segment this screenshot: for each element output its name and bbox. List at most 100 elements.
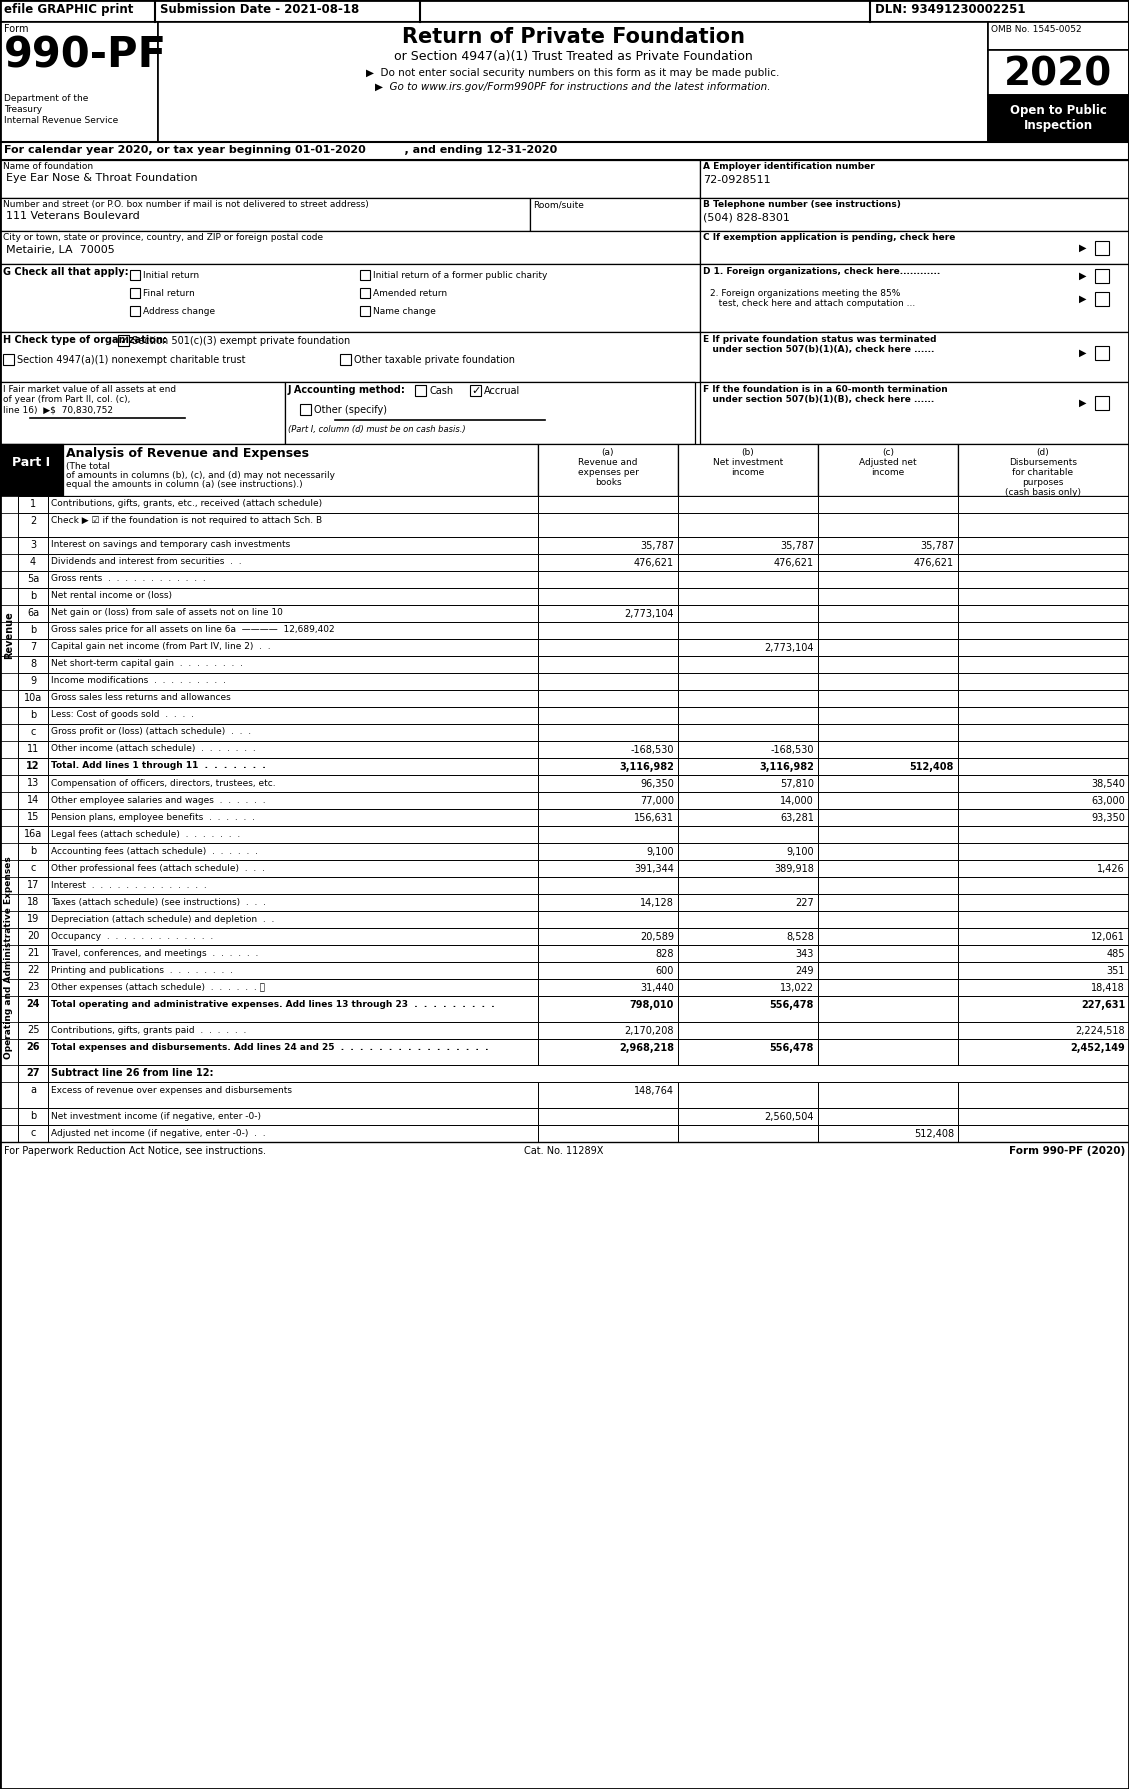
Bar xyxy=(49,725,539,741)
Bar xyxy=(18,707,49,725)
Bar xyxy=(679,537,819,555)
Bar xyxy=(49,496,539,513)
Text: (504) 828-8301: (504) 828-8301 xyxy=(703,213,790,222)
Bar xyxy=(539,555,679,571)
Text: Contributions, gifts, grants paid  .  .  .  .  .  .: Contributions, gifts, grants paid . . . … xyxy=(51,1027,246,1036)
Text: Depreciation (attach schedule) and depletion  .  .: Depreciation (attach schedule) and deple… xyxy=(51,914,274,923)
Text: Occupancy  .  .  .  .  .  .  .  .  .  .  .  .  .: Occupancy . . . . . . . . . . . . . xyxy=(51,932,213,941)
Text: 13,022: 13,022 xyxy=(780,982,814,993)
Text: Net investment income (if negative, enter -0-): Net investment income (if negative, ente… xyxy=(51,1113,261,1122)
Text: -168,530: -168,530 xyxy=(770,744,814,755)
Bar xyxy=(959,537,1129,555)
Bar xyxy=(819,877,959,894)
Text: ▶: ▶ xyxy=(1079,270,1086,281)
Bar xyxy=(959,775,1129,793)
Bar xyxy=(18,945,49,962)
Bar xyxy=(49,809,539,827)
Bar xyxy=(49,639,539,657)
Bar xyxy=(819,513,959,537)
Text: Legal fees (attach schedule)  .  .  .  .  .  .  .: Legal fees (attach schedule) . . . . . .… xyxy=(51,830,240,839)
Bar xyxy=(959,1107,1129,1125)
Bar xyxy=(0,231,700,265)
Bar xyxy=(679,605,819,623)
Text: c: c xyxy=(30,726,36,737)
Bar xyxy=(0,159,700,199)
Text: G Check all that apply:: G Check all that apply: xyxy=(3,267,129,277)
Text: Check ▶ ☑ if the foundation is not required to attach Sch. B: Check ▶ ☑ if the foundation is not requi… xyxy=(51,515,322,524)
Bar xyxy=(415,385,426,395)
Bar xyxy=(49,1082,539,1107)
Text: expenses per: expenses per xyxy=(578,469,638,478)
Text: 990-PF: 990-PF xyxy=(5,34,167,75)
Bar xyxy=(49,571,539,589)
Text: Amended return: Amended return xyxy=(373,290,447,299)
Bar xyxy=(819,571,959,589)
Bar xyxy=(49,827,539,843)
Text: Net investment: Net investment xyxy=(712,458,784,467)
Bar xyxy=(539,741,679,759)
Bar xyxy=(49,979,539,996)
Text: c: c xyxy=(30,1129,36,1138)
Bar xyxy=(959,877,1129,894)
Bar xyxy=(679,928,819,945)
Text: Contributions, gifts, grants, etc., received (attach schedule): Contributions, gifts, grants, etc., rece… xyxy=(51,499,322,508)
Bar xyxy=(819,657,959,673)
Text: Pension plans, employee benefits  .  .  .  .  .  .: Pension plans, employee benefits . . . .… xyxy=(51,812,255,821)
Text: 343: 343 xyxy=(796,948,814,959)
Text: Taxes (attach schedule) (see instructions)  .  .  .: Taxes (attach schedule) (see instruction… xyxy=(51,898,266,907)
Text: City or town, state or province, country, and ZIP or foreign postal code: City or town, state or province, country… xyxy=(3,233,323,242)
Bar xyxy=(3,354,14,365)
Text: Gross sales price for all assets on line 6a  ————  12,689,402: Gross sales price for all assets on line… xyxy=(51,624,334,633)
Bar xyxy=(130,306,140,317)
Bar xyxy=(679,673,819,691)
Text: ▶: ▶ xyxy=(1079,397,1086,408)
Bar xyxy=(679,741,819,759)
Bar xyxy=(18,725,49,741)
Text: 2,452,149: 2,452,149 xyxy=(1070,1043,1124,1054)
Text: b: b xyxy=(29,1111,36,1122)
Bar xyxy=(700,199,1129,231)
Bar xyxy=(0,141,1129,159)
Bar xyxy=(0,759,18,775)
Bar xyxy=(819,894,959,911)
Bar xyxy=(539,657,679,673)
Bar xyxy=(130,270,140,281)
Text: Other expenses (attach schedule)  .  .  .  .  .  . ⎘: Other expenses (attach schedule) . . . .… xyxy=(51,982,265,991)
Bar xyxy=(49,861,539,877)
Bar xyxy=(340,354,351,365)
Text: -168,530: -168,530 xyxy=(630,744,674,755)
Text: Address change: Address change xyxy=(143,308,216,317)
Text: 13: 13 xyxy=(27,778,40,787)
Bar xyxy=(819,1039,959,1064)
Text: 6a: 6a xyxy=(27,608,40,617)
Bar xyxy=(679,725,819,741)
Bar xyxy=(679,513,819,537)
Bar xyxy=(0,843,18,861)
Bar xyxy=(679,945,819,962)
Text: 1,426: 1,426 xyxy=(1097,864,1124,875)
Bar xyxy=(18,513,49,537)
Text: Form 990-PF (2020): Form 990-PF (2020) xyxy=(1008,1147,1124,1156)
Text: 26: 26 xyxy=(26,1041,40,1052)
Text: of year (from Part II, col. (c),: of year (from Part II, col. (c), xyxy=(3,395,130,404)
Bar xyxy=(0,589,18,605)
Bar xyxy=(959,1125,1129,1141)
Bar xyxy=(49,1039,539,1064)
Bar xyxy=(130,288,140,299)
Text: Revenue: Revenue xyxy=(5,612,14,658)
Bar xyxy=(539,809,679,827)
Bar xyxy=(959,759,1129,775)
Bar xyxy=(959,707,1129,725)
Bar xyxy=(679,1039,819,1064)
Bar xyxy=(959,979,1129,996)
Bar xyxy=(819,979,959,996)
Bar xyxy=(49,691,539,707)
Bar xyxy=(0,691,18,707)
Text: 556,478: 556,478 xyxy=(770,1000,814,1011)
Text: 798,010: 798,010 xyxy=(630,1000,674,1011)
Bar xyxy=(49,1022,539,1039)
Text: For calendar year 2020, or tax year beginning 01-01-2020          , and ending 1: For calendar year 2020, or tax year begi… xyxy=(5,145,558,156)
Bar xyxy=(18,623,49,639)
Bar xyxy=(49,673,539,691)
Text: 600: 600 xyxy=(656,966,674,977)
